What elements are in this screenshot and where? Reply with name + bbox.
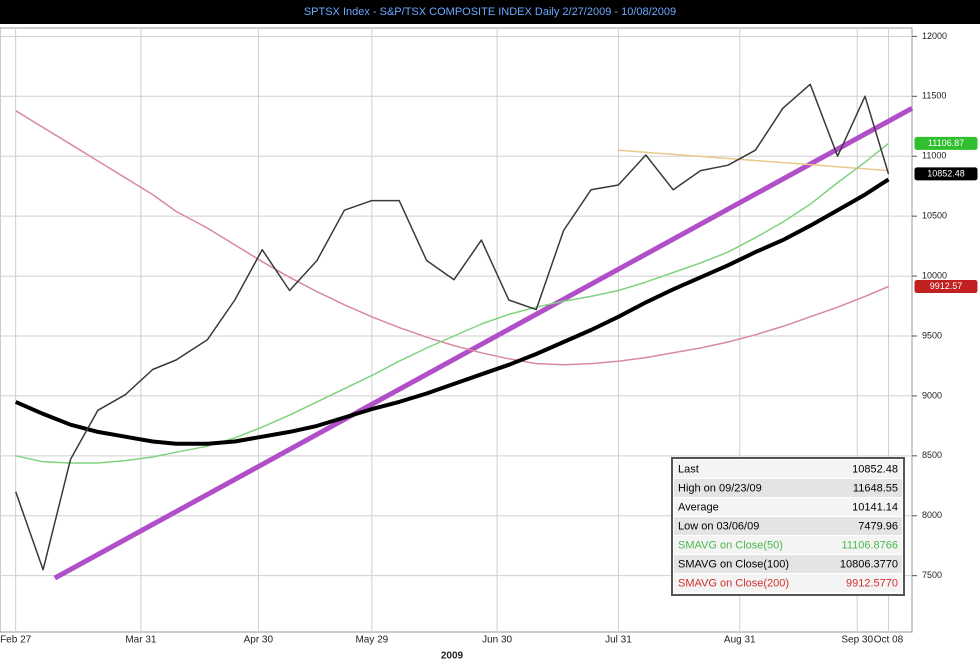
stats-label: SMAVG on Close(100) [678,558,789,570]
stats-row [674,498,902,516]
trend-line [618,149,889,172]
stats-row [674,479,902,497]
y-tick-label: 8000 [922,510,942,520]
value-badge [913,279,979,295]
stats-value: 10806.3770 [840,558,898,570]
value-badge [913,135,979,151]
series-line [14,177,890,446]
stats-label: Low on 03/06/09 [678,520,759,532]
stats-value: 11106.8766 [842,539,898,551]
x-axis-label: 2009 [441,651,464,662]
series-line [15,142,889,464]
x-tick-label: Jul 31 [605,635,632,646]
x-tick-label: Oct 08 [874,635,904,646]
stats-value: 10852.48 [852,463,898,475]
x-tick-label: Aug 31 [724,635,756,646]
stats-row [674,555,902,573]
x-tick-label: Jun 30 [482,635,512,646]
series-line [14,83,890,571]
stats-row [674,536,902,554]
y-tick-label: 10000 [922,270,947,280]
x-tick-label: Apr 30 [244,635,274,646]
y-tick-label: 10500 [922,211,947,221]
value-badge [913,166,979,182]
stats-label: Average [678,501,719,513]
title-bar [0,0,980,24]
y-tick-label: 12000 [922,31,947,41]
y-tick-label: 11500 [922,91,946,101]
stats-row [674,517,902,535]
x-tick-label: Sep 30 [841,635,873,646]
value-badge-label: 10852.48 [927,168,965,178]
x-tick-label: Mar 31 [125,635,157,646]
stats-value: 11648.55 [853,482,898,494]
stats-label: Last [678,463,699,475]
chart-title: SPTSX Index - S&P/TSX COMPOSITE INDEX Da… [304,6,676,18]
stats-label: SMAVG on Close(50) [678,539,783,551]
stats-label: High on 09/23/09 [678,482,762,494]
x-tick-label: Feb 27 [0,635,32,646]
value-badge-label: 11106.87 [928,138,964,148]
trend-line [53,106,914,581]
y-tick-label: 9500 [922,330,942,340]
y-tick-label: 7500 [922,570,942,580]
series-line [15,110,889,366]
stats-value: 10141.14 [852,501,898,513]
stats-row [674,460,902,478]
y-tick-label: 11000 [922,151,946,161]
x-tick-label: May 29 [355,635,388,646]
y-tick-label: 9000 [922,390,942,400]
stats-value: 7479.96 [858,520,898,532]
stats-row [674,574,902,592]
value-badge-label: 9912.57 [930,281,963,291]
y-tick-label: 8500 [922,450,942,460]
stats-label: SMAVG on Close(200) [678,577,789,589]
stats-value: 9912.5770 [846,577,898,589]
